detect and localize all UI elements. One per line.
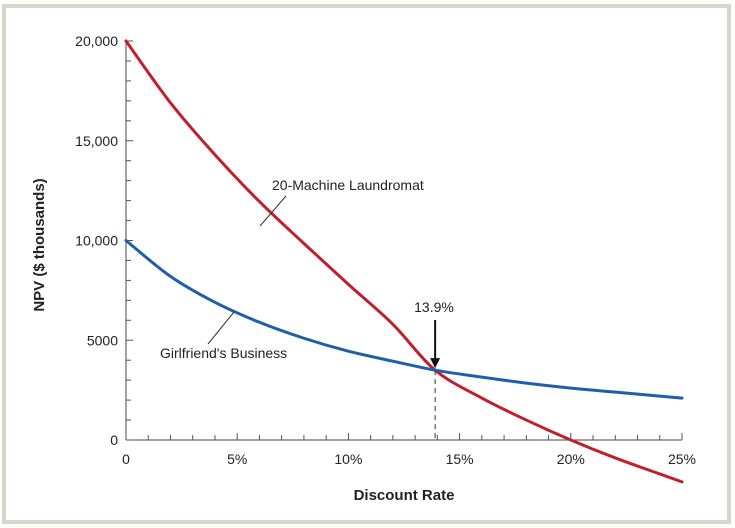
x-tick-label: 5%	[227, 451, 247, 467]
y-tick-label: 10,000	[75, 233, 118, 249]
x-tick-label: 15%	[446, 451, 474, 467]
y-axis-label: NPV ($ thousands)	[31, 178, 48, 311]
x-tick-label: 0	[122, 451, 130, 467]
laundromat-label: 20-Machine Laundromat	[272, 177, 424, 193]
girlfriend-business-label: Girlfriend's Business	[160, 345, 287, 361]
y-tick-label: 0	[110, 432, 118, 448]
intersection-label: 13.9%	[414, 299, 454, 315]
intersection-arrow-head	[430, 358, 441, 369]
series-line-girlfriend-business	[124, 239, 684, 400]
laundromat-leader-line	[259, 195, 287, 227]
x-axis-label: Discount Rate	[354, 487, 455, 504]
x-tick-label: 10%	[334, 451, 362, 467]
x-tick-label: 25%	[668, 451, 696, 467]
y-tick-label: 5000	[87, 332, 118, 348]
series-line-laundromat	[124, 39, 684, 484]
y-tick-label: 15,000	[75, 133, 118, 149]
chart-frame	[2, 4, 731, 524]
y-tick-label: 20,000	[75, 33, 118, 49]
x-tick-label: 20%	[557, 451, 585, 467]
plot-area: 0 5% 10% 15% 20% 25% 0 5000 10,000 15,000 20,000	[75, 33, 696, 484]
girlfriend-business-leader-line	[207, 311, 235, 345]
